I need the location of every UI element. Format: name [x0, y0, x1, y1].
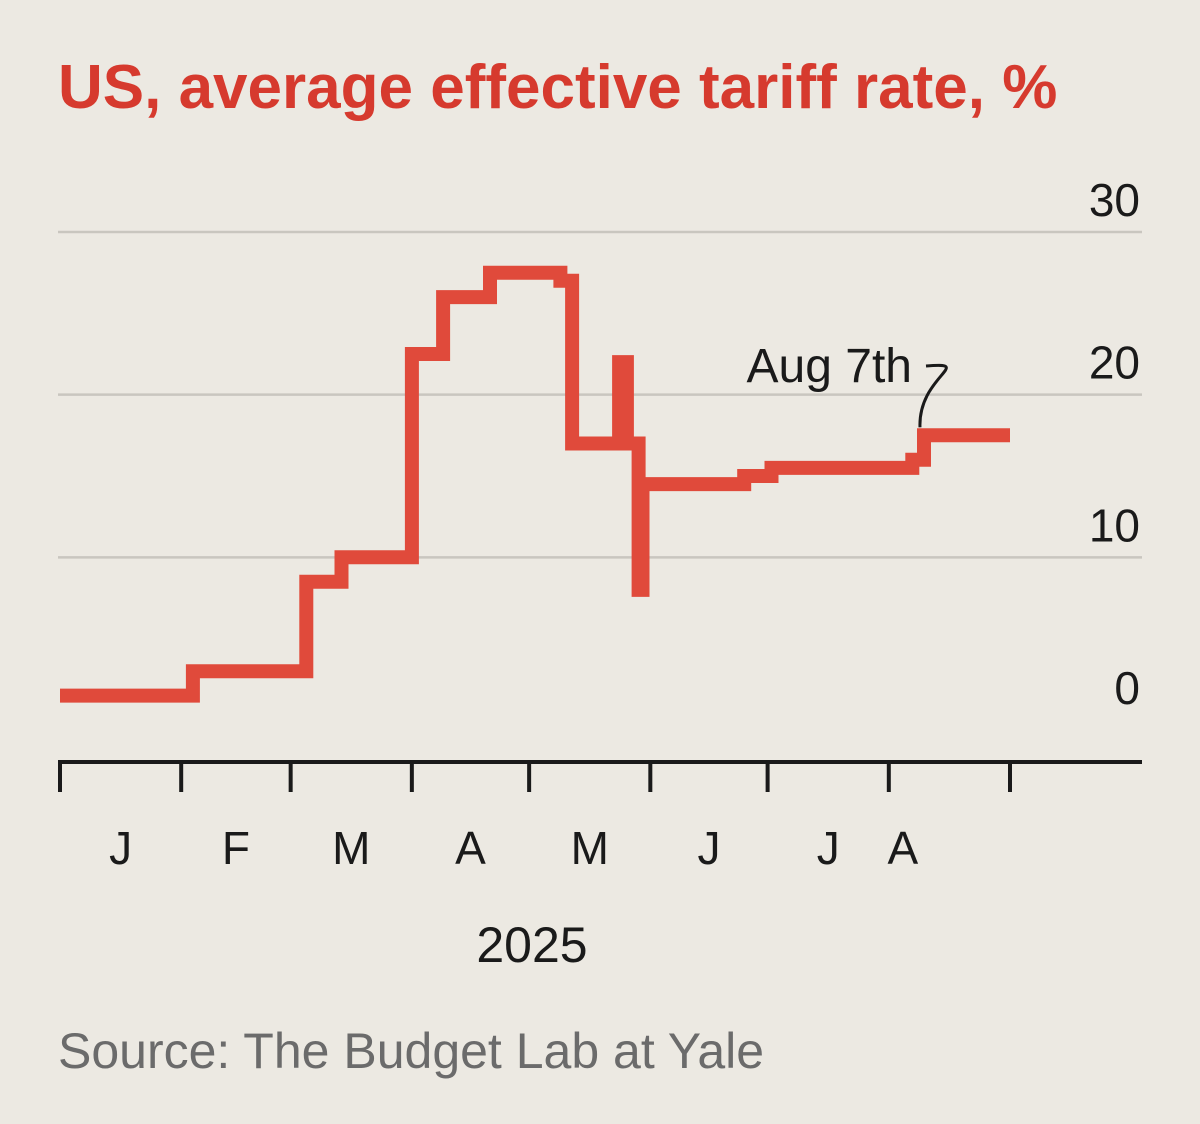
y-tick-label-30: 30 — [1089, 174, 1140, 226]
x-month-label-4: M — [571, 822, 609, 874]
x-month-label-3: A — [455, 822, 486, 874]
y-tick-label-0: 0 — [1114, 662, 1140, 714]
x-month-label-6: J — [817, 822, 840, 874]
series-line-0 — [60, 265, 1010, 703]
x-month-label-2: M — [332, 822, 370, 874]
annotation-label: Aug 7th — [747, 340, 912, 393]
y-axis-tick-labels: 0 10 20 30 — [1089, 174, 1140, 714]
annotation-arrow — [918, 363, 948, 428]
chart-title: US, average effective tariff rate, % — [58, 53, 1057, 122]
gridlines — [58, 230, 1142, 559]
x-month-label-0: J — [109, 822, 132, 874]
x-month-label-7: A — [887, 822, 918, 874]
x-month-label-1: F — [222, 822, 250, 874]
y-tick-label-10: 10 — [1089, 499, 1140, 551]
x-month-label-5: J — [697, 822, 720, 874]
series-layer — [60, 265, 1010, 703]
source-note: Source: The Budget Lab at Yale — [58, 1023, 764, 1079]
y-tick-label-20: 20 — [1089, 337, 1140, 389]
x-axis-year-label: 2025 — [476, 917, 587, 973]
annotation-layer: Aug 7th — [747, 340, 948, 428]
